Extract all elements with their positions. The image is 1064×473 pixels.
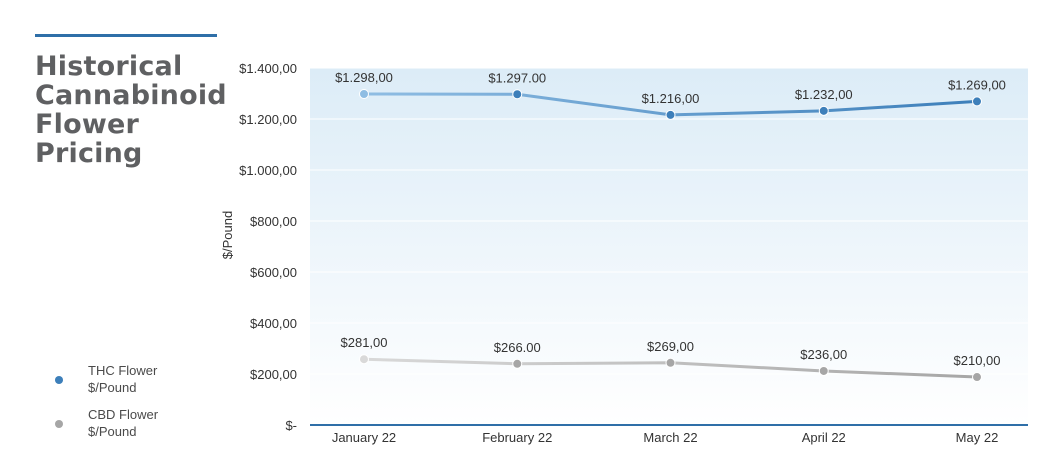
series-group: $1.298,00 $1.297.00 $1.216,00 $1.232,00 $1.2… <box>335 70 1006 383</box>
data-point-cbd[interactable] <box>665 357 676 368</box>
data-label-cbd: $266.00 <box>494 340 541 355</box>
y-axis-ticks: $- $200,00 $400,00 $600,00 $800,00 $1.000,00 $… <box>239 61 297 433</box>
data-label-thc: $1.297.00 <box>488 70 546 85</box>
legend-item-cbd[interactable]: CBD Flower $/Pound <box>38 404 218 448</box>
legend-label-thc: THC Flower $/Pound <box>88 363 158 395</box>
data-point-cbd[interactable] <box>972 372 982 383</box>
y-tick-label: $800,00 <box>250 214 297 229</box>
y-tick-label: $1.400,00 <box>239 61 297 76</box>
data-point-cbd[interactable] <box>512 358 523 369</box>
data-label-cbd: $236,00 <box>800 347 847 362</box>
legend: THC Flower $/Pound CBD Flower $/Pound <box>38 360 218 448</box>
x-tick-label: February 22 <box>482 430 552 445</box>
data-point-thc[interactable] <box>665 109 676 120</box>
data-label-thc: $1.269,00 <box>948 77 1006 92</box>
data-point-thc[interactable] <box>972 96 982 107</box>
y-tick-label: $1.000,00 <box>239 163 297 178</box>
series-cbd: $281,00 $266.00 $269,00 $236,00 $210,00 <box>341 335 1001 383</box>
x-tick-label: March 22 <box>643 430 697 445</box>
data-point-thc[interactable] <box>818 105 829 116</box>
legend-label-cbd: CBD Flower $/Pound <box>88 407 159 439</box>
legend-item-thc[interactable]: THC Flower $/Pound <box>38 360 218 404</box>
data-label-thc: $1.298,00 <box>335 70 393 85</box>
data-point-cbd[interactable] <box>818 365 829 376</box>
series-thc: $1.298,00 $1.297.00 $1.216,00 $1.232,00 $1.2… <box>335 70 1006 120</box>
plot-area <box>310 68 1028 425</box>
x-tick-label: January 22 <box>332 430 396 445</box>
data-label-cbd: $210,00 <box>954 353 1001 368</box>
data-point-thc[interactable] <box>512 89 523 100</box>
data-point-thc[interactable] <box>359 89 369 100</box>
data-label-cbd: $269,00 <box>647 339 694 354</box>
y-tick-label: $200,00 <box>250 367 297 382</box>
x-axis-ticks: January 22 February 22 March 22 April 22 May… <box>332 430 998 445</box>
y-tick-label: $1.200,00 <box>239 112 297 127</box>
legend-swatch-cbd <box>40 420 78 428</box>
y-tick-label: $600,00 <box>250 265 297 280</box>
x-tick-label: April 22 <box>802 430 846 445</box>
title-rule <box>35 34 217 37</box>
legend-swatch-thc <box>40 376 78 384</box>
data-label-thc: $1.216,00 <box>642 91 700 106</box>
x-tick-label: May 22 <box>956 430 999 445</box>
y-axis-label: $/Pound <box>220 211 235 259</box>
data-label-thc: $1.232,00 <box>795 87 853 102</box>
y-tick-label: $- <box>285 418 297 433</box>
data-point-cbd[interactable] <box>359 354 369 365</box>
y-tick-label: $400,00 <box>250 316 297 331</box>
chart-title: Historical Cannabinoid Flower Pricing <box>35 51 227 169</box>
data-label-cbd: $281,00 <box>341 335 388 350</box>
